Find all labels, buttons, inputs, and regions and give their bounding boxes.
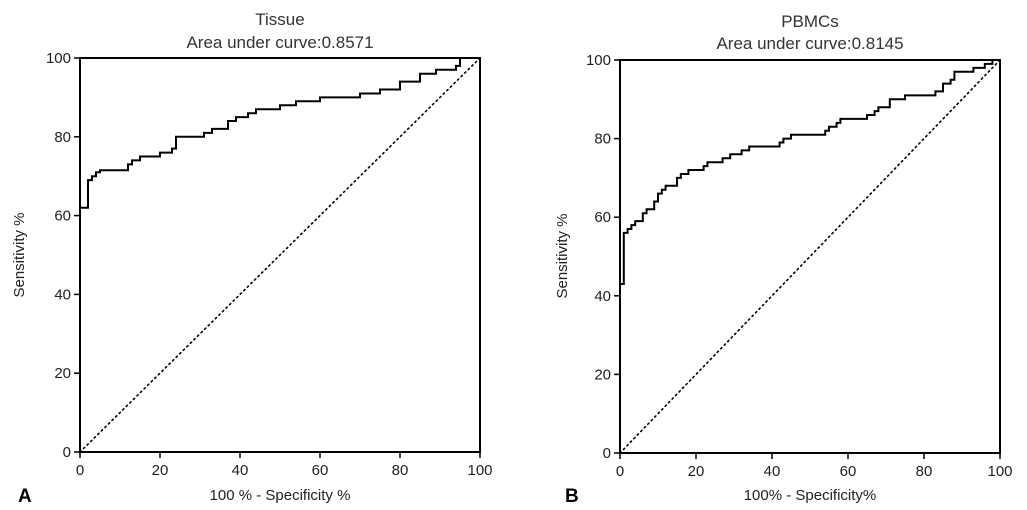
y-tick-label: 20 — [594, 366, 611, 383]
x-tick-label: 0 — [76, 462, 84, 479]
x-tick-label: 100 — [467, 462, 492, 479]
y-tick-label: 20 — [54, 365, 71, 382]
y-tick-label: 100 — [586, 52, 611, 69]
y-tick-label: 40 — [594, 288, 611, 305]
x-tick-label: 80 — [392, 462, 409, 479]
y-tick-label: 0 — [63, 444, 71, 461]
x-tick-label: 60 — [312, 462, 329, 479]
roc-curve — [79, 57, 480, 216]
y-tick-label: 40 — [54, 286, 71, 303]
plot-frame — [619, 59, 1001, 454]
y-axis-label: Sensitivity % — [554, 213, 571, 298]
x-axis-label: 100 % - Specificity % — [210, 487, 351, 504]
y-tick-label: 0 — [603, 445, 611, 462]
y-axis-ticks: 0 20 40 60 80 100 — [46, 50, 80, 461]
panel-b-pbmcs: PBMCs Area under curve:0.8145 0 20 40 60 80 1… — [554, 12, 1013, 507]
roc-curve — [619, 59, 1000, 288]
y-axis-label: Sensitivity % — [11, 212, 28, 297]
x-axis-ticks: 0 20 40 60 80 100 — [76, 452, 493, 479]
panel-label: A — [18, 486, 32, 507]
x-tick-label: 80 — [916, 463, 933, 480]
panel-label: B — [565, 486, 579, 507]
x-axis-label: 100% - Specificity% — [744, 487, 877, 504]
chart-title: Tissue — [255, 10, 304, 29]
chart-subtitle: Area under curve:0.8571 — [186, 33, 373, 52]
chart-title: PBMCs — [781, 12, 839, 31]
y-axis-ticks: 0 20 40 60 80 100 — [586, 52, 620, 462]
y-tick-label: 60 — [594, 209, 611, 226]
plot-frame — [79, 57, 481, 453]
x-tick-label: 100 — [987, 463, 1012, 480]
x-tick-label: 0 — [616, 463, 624, 480]
reference-line — [79, 57, 481, 453]
y-tick-label: 80 — [594, 131, 611, 148]
reference-line — [619, 59, 1001, 454]
panel-a-tissue: Tissue Area under curve:0.8571 0 20 40 60 80… — [11, 10, 493, 507]
y-tick-label: 100 — [46, 50, 71, 67]
x-axis-ticks: 0 20 40 60 80 100 — [616, 453, 1013, 480]
x-tick-label: 40 — [232, 462, 249, 479]
chart-subtitle: Area under curve:0.8145 — [716, 34, 903, 53]
y-tick-label: 80 — [54, 129, 71, 146]
x-tick-label: 20 — [688, 463, 705, 480]
x-tick-label: 20 — [152, 462, 169, 479]
x-tick-label: 40 — [764, 463, 781, 480]
y-tick-label: 60 — [54, 208, 71, 225]
x-tick-label: 60 — [840, 463, 857, 480]
